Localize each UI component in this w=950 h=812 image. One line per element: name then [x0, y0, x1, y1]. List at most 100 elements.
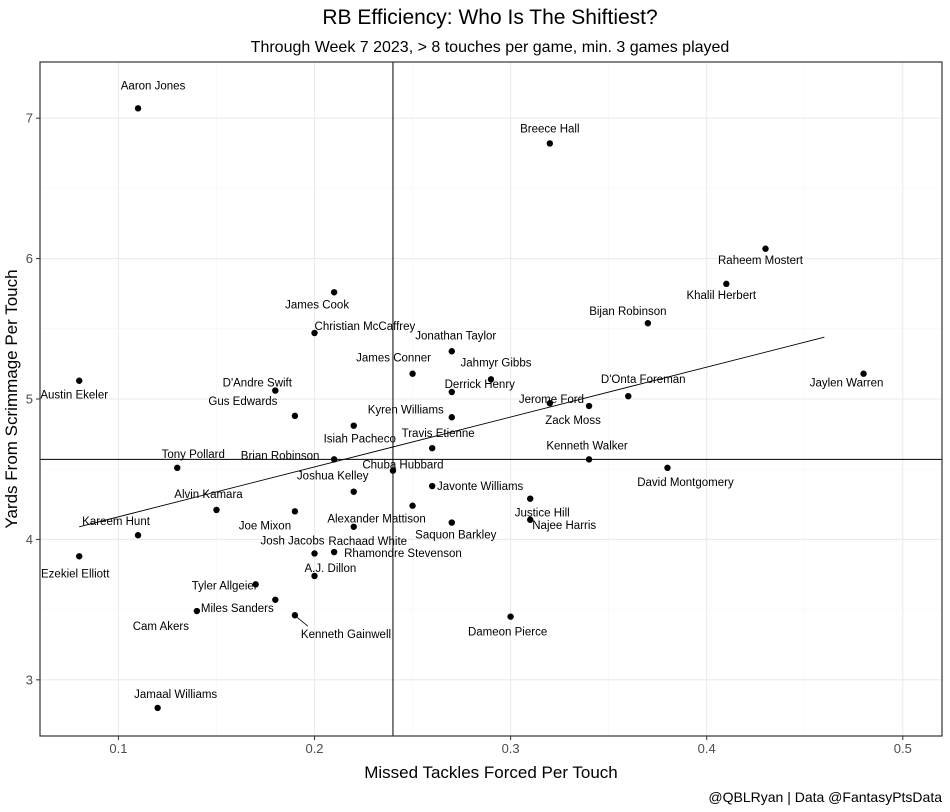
point-label: Brian Robinson: [241, 450, 320, 462]
data-point: [428, 482, 436, 490]
point-label: Kyren Williams: [368, 404, 444, 416]
x-tick-label: 0.1: [109, 741, 127, 756]
data-point: [546, 400, 554, 407]
point-label: James Conner: [356, 353, 431, 365]
trend-line-group: [79, 336, 825, 528]
chart-title: RB Efficiency: Who Is The Shiftiest?: [322, 6, 657, 29]
y-tick-label: 5: [26, 392, 33, 407]
data-point: [291, 508, 299, 515]
point-label: Justice Hill: [515, 508, 570, 520]
data-point: [134, 532, 142, 539]
data-point: [134, 105, 142, 112]
point-label: Kenneth Gainwell: [301, 629, 391, 641]
point-label: Najee Harris: [532, 520, 596, 532]
point-label: D'Andre Swift: [223, 378, 293, 390]
point-label: Jaylen Warren: [810, 378, 884, 390]
point-label: Kareem Hunt: [82, 516, 151, 528]
point-label: Gus Edwards: [208, 396, 277, 408]
point-label: Joshua Kelley: [297, 471, 369, 483]
y-axis-title: Yards From Scrimmage Per Touch: [2, 269, 21, 528]
data-point: [644, 319, 652, 327]
data-point: [154, 704, 161, 712]
data-point: [350, 422, 357, 429]
data-point: [507, 613, 514, 620]
data-point: [213, 506, 220, 514]
point-label: A.J. Dillon: [305, 563, 357, 575]
y-tick-label: 4: [26, 532, 33, 547]
x-tick-label: 0.2: [305, 741, 323, 756]
x-tick-label: 0.5: [894, 741, 912, 756]
reference-lines: [40, 62, 942, 736]
point-label: Joe Mixon: [239, 520, 291, 532]
point-label: Tyler Allgeier: [192, 580, 258, 592]
point-label: Jamaal Williams: [134, 689, 217, 701]
data-point: [252, 581, 259, 588]
data-point: [409, 370, 416, 377]
data-point: [311, 572, 318, 580]
trend-line: [79, 336, 825, 528]
point-label: Javonte Williams: [437, 481, 524, 493]
data-point: [350, 523, 357, 530]
gridlines: [40, 62, 942, 736]
data-point: [330, 548, 338, 556]
data-point: [585, 402, 593, 410]
chart-subtitle: Through Week 7 2023, > 8 touches per gam…: [251, 39, 730, 56]
point-label: Ezekiel Elliott: [41, 568, 110, 580]
x-tick-label: 0.3: [502, 741, 520, 756]
y-tick-label: 7: [26, 111, 33, 126]
data-point: [448, 414, 455, 421]
point-label: D'Onta Foreman: [601, 374, 686, 386]
data-point: [664, 464, 671, 472]
data-point: [527, 495, 534, 502]
data-point: [428, 444, 436, 452]
data-points: [76, 105, 867, 712]
point-label: Josh Jacobs: [261, 535, 325, 547]
data-point: [330, 456, 338, 463]
data-point: [448, 519, 455, 526]
data-point: [409, 502, 416, 509]
point-label: Chuba Hubbard: [362, 460, 443, 472]
point-label: Aaron Jones: [121, 80, 186, 92]
data-point: [546, 140, 554, 147]
chart-caption: @QBLRyan | Data @FantasyPtsData: [708, 789, 942, 805]
point-label: Isiah Pacheco: [324, 434, 396, 446]
point-label: Jerome Ford: [519, 394, 584, 406]
point-label: Raheem Mostert: [718, 255, 804, 267]
data-point: [860, 370, 867, 377]
point-label: Alvin Kamara: [174, 489, 243, 501]
label-leader-line: [296, 616, 309, 627]
data-point: [193, 607, 201, 615]
data-point: [448, 388, 455, 396]
data-point: [487, 376, 495, 383]
point-label: Tony Pollard: [162, 449, 225, 461]
y-tick-label: 6: [26, 251, 33, 266]
point-label: Khalil Herbert: [686, 290, 756, 302]
data-point: [76, 553, 83, 560]
point-label: Rachaad White: [328, 536, 407, 548]
y-axis-ticks: 3 4 5 6 7: [26, 111, 40, 687]
point-label: Miles Sanders: [201, 603, 274, 615]
data-point: [311, 329, 318, 337]
point-label: Zack Moss: [545, 415, 601, 427]
data-point: [174, 464, 181, 472]
data-point: [448, 348, 455, 355]
data-point: [272, 387, 279, 394]
point-label: Jahmyr Gibbs: [461, 357, 532, 369]
point-label: Dameon Pierce: [468, 627, 547, 639]
x-axis-title: Missed Tackles Forced Per Touch: [364, 763, 618, 782]
x-axis-ticks: 0.1 0.2 0.3 0.4 0.5: [109, 736, 912, 756]
data-point: [330, 289, 338, 296]
point-label: Jonathan Taylor: [415, 330, 496, 342]
point-label: David Montgomery: [637, 477, 734, 489]
data-point: [389, 467, 397, 474]
point-label: Christian McCaffrey: [315, 321, 416, 333]
label-leader-lines: [296, 616, 309, 627]
point-label: Derrick Henry: [445, 379, 516, 391]
point-label: Bijan Robinson: [589, 306, 666, 318]
point-label: Alexander Mattison: [327, 514, 425, 526]
data-point: [350, 488, 357, 495]
data-point: [585, 456, 593, 463]
point-labels: Aaron Jones Breece Hall Raheem Mostert Khal…: [40, 80, 883, 701]
data-point: [762, 245, 769, 252]
point-label: Breece Hall: [520, 123, 579, 135]
